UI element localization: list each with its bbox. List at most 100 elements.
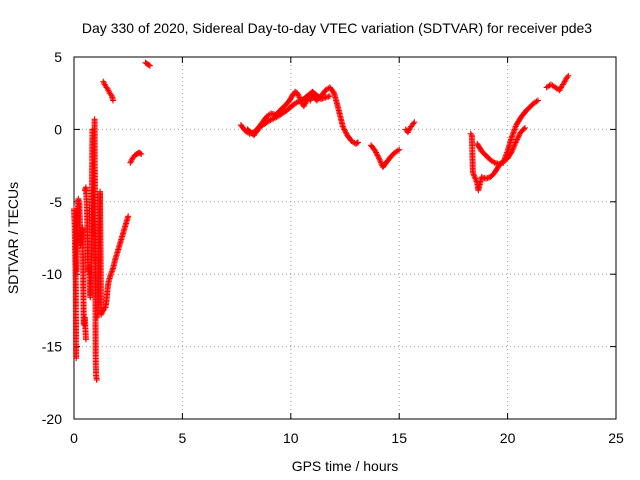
data-point — [512, 140, 519, 147]
data-point — [342, 127, 348, 134]
data-point — [270, 115, 277, 122]
data-point — [98, 311, 105, 318]
data-point — [101, 305, 108, 312]
data-point — [100, 78, 107, 85]
x-axis-label: GPS time / hours — [292, 458, 399, 474]
data-point — [396, 146, 403, 153]
data-points — [71, 59, 572, 383]
data-point — [411, 119, 418, 126]
y-tick-label: -15 — [42, 339, 62, 355]
data-point — [137, 150, 144, 157]
axis-ticks — [73, 56, 617, 420]
data-point — [271, 114, 278, 121]
x-tick-label: 5 — [179, 430, 187, 446]
data-point — [470, 171, 477, 178]
data-point — [82, 336, 89, 343]
data-point — [561, 78, 568, 85]
data-point — [296, 98, 303, 105]
data-point — [294, 90, 301, 97]
data-point — [98, 310, 105, 317]
data-point — [410, 120, 417, 127]
data-point — [490, 158, 497, 165]
data-point — [405, 127, 412, 134]
data-point — [375, 153, 382, 160]
data-point — [145, 61, 152, 68]
x-tick-label: 25 — [608, 430, 624, 446]
data-point — [127, 159, 134, 166]
data-point — [511, 142, 518, 149]
data-point — [394, 147, 401, 154]
x-tick-label: 10 — [283, 430, 299, 446]
grid-lines — [74, 57, 616, 419]
data-point — [374, 152, 381, 159]
data-point — [513, 136, 520, 143]
data-point — [302, 100, 309, 107]
data-point — [557, 85, 564, 92]
data-point — [375, 155, 382, 162]
data-point — [472, 175, 479, 182]
data-point — [512, 139, 519, 146]
y-axis-label: SDTVAR / TECUs — [5, 182, 21, 294]
data-point — [266, 117, 273, 124]
data-point — [564, 74, 571, 81]
data-point — [469, 169, 476, 176]
data-point — [560, 80, 567, 87]
data-point — [515, 133, 522, 140]
data-point — [330, 89, 337, 96]
data-point — [110, 97, 117, 104]
data-point — [534, 97, 541, 104]
data-point — [467, 130, 474, 137]
plot-frame — [73, 56, 617, 420]
data-point — [404, 129, 411, 136]
data-point — [100, 80, 107, 87]
data-point — [128, 158, 135, 165]
data-point — [514, 135, 521, 142]
data-point — [125, 213, 132, 220]
data-point — [293, 99, 300, 106]
data-point — [373, 151, 380, 158]
data-point — [295, 98, 302, 105]
data-point — [340, 124, 347, 131]
y-tick-label: -5 — [50, 194, 63, 210]
data-point — [372, 148, 379, 155]
x-tick-label: 15 — [391, 430, 407, 446]
data-point — [565, 72, 572, 79]
data-point — [556, 87, 563, 94]
data-point — [513, 137, 520, 144]
data-point — [373, 149, 380, 156]
data-point — [104, 85, 111, 92]
data-point — [105, 87, 112, 94]
data-point — [269, 116, 276, 123]
chart-title: Day 330 of 2020, Sidereal Day-to-day VTE… — [82, 20, 592, 36]
x-tick-labels: 0 5 10 15 20 25 — [70, 430, 624, 446]
data-point — [516, 132, 523, 139]
data-point — [471, 174, 478, 181]
y-tick-label: 0 — [54, 121, 62, 137]
data-point — [307, 97, 314, 104]
data-point — [267, 116, 274, 123]
data-point — [377, 158, 384, 165]
data-point — [376, 156, 383, 163]
data-point — [138, 151, 145, 158]
data-point — [471, 172, 478, 179]
data-point — [295, 93, 302, 100]
data-point — [377, 159, 384, 166]
data-point — [341, 126, 348, 133]
x-tick-label: 0 — [70, 430, 78, 446]
data-point — [521, 124, 528, 131]
y-tick-label: 5 — [54, 49, 62, 65]
data-point — [297, 97, 304, 104]
data-point — [533, 98, 540, 105]
y-tick-label: -20 — [42, 411, 62, 427]
data-point — [300, 103, 307, 110]
data-point — [73, 355, 80, 362]
x-tick-label: 20 — [500, 430, 516, 446]
data-point — [93, 376, 100, 383]
data-point — [292, 100, 299, 107]
data-point — [107, 91, 114, 98]
data-point — [301, 101, 308, 108]
data-point — [342, 129, 349, 136]
data-point — [353, 140, 360, 147]
data-point — [339, 123, 346, 130]
y-tick-labels: -20 -15 -10 -5 0 5 — [42, 49, 62, 427]
